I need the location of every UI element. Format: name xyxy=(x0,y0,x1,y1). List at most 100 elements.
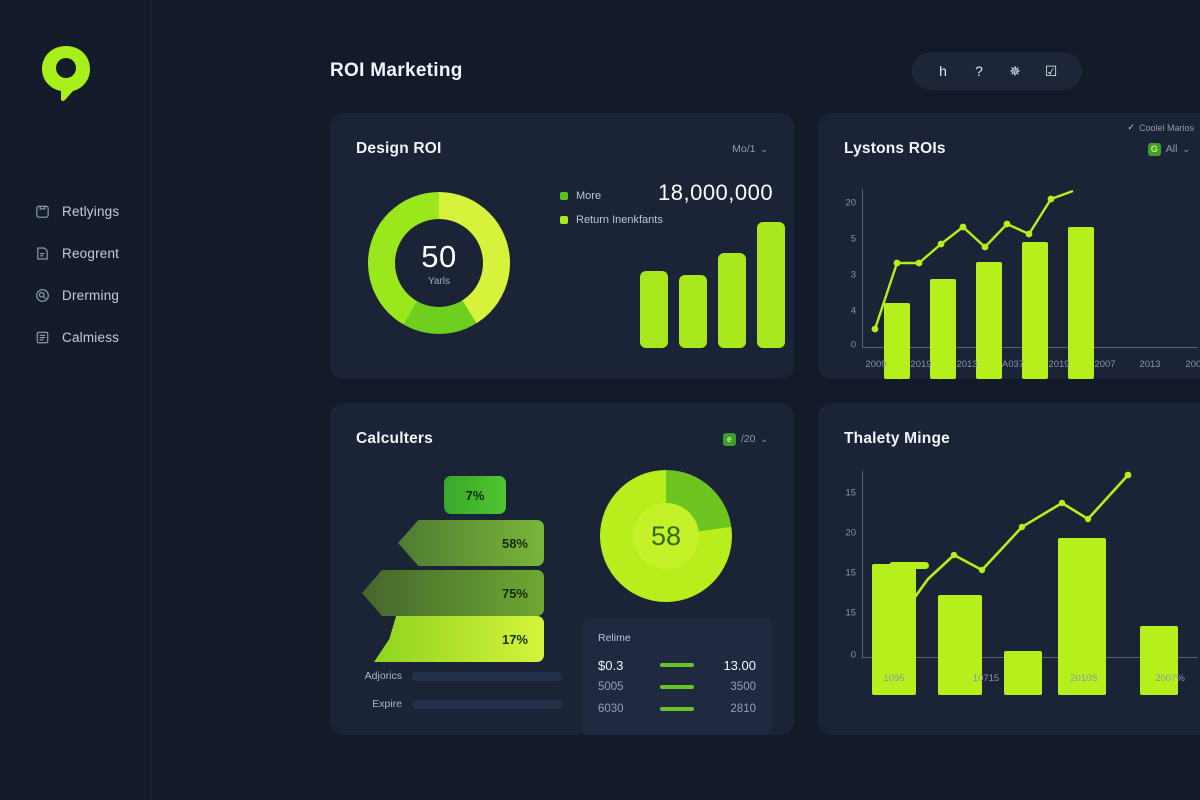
sidebar-nav: Retlyings Reogrent xyxy=(0,198,151,350)
chevron-down-icon: ⌄ xyxy=(1182,143,1190,154)
bar[interactable] xyxy=(1058,537,1106,695)
bar-cap-marker xyxy=(889,562,929,569)
progress-bar[interactable] xyxy=(412,699,562,709)
location-pin-logo xyxy=(40,44,92,102)
stat-left-value: $0.3 xyxy=(598,657,624,673)
funnel-stage[interactable]: 7% xyxy=(444,476,506,514)
table-row[interactable]: 5005 3500 xyxy=(598,676,756,698)
mini-bar[interactable] xyxy=(757,222,785,348)
table-row[interactable]: 6030 2810 xyxy=(598,698,756,720)
stat-right-value: 13.00 xyxy=(723,657,756,673)
y-tick-label: 15 xyxy=(845,487,856,499)
x-tick-label: 2013 xyxy=(956,359,978,370)
funnel-chart: 7% 58% 75% 17% xyxy=(352,476,564,662)
x-axis: 2009 2019 2013 A037 2019 2007 2013 2006 xyxy=(818,353,1200,379)
legend: More Return Inenkfants xyxy=(548,184,794,232)
x-axis: 1095 10715 2010S 2007% xyxy=(818,665,1200,695)
progress-bar[interactable] xyxy=(412,671,562,681)
bar[interactable] xyxy=(872,564,916,695)
bar[interactable] xyxy=(884,303,910,379)
sidebar-item-drerming[interactable]: Drerming xyxy=(34,282,151,308)
thalety-combo-chart[interactable]: 15 20 15 15 0 xyxy=(818,465,1200,695)
table-row[interactable]: $0.3 13.00 xyxy=(598,654,756,676)
search-circle-icon xyxy=(34,287,51,304)
stats-table: Relime $0.3 13.00 5005 3500 xyxy=(582,618,772,735)
inbox-icon[interactable]: ☑ xyxy=(1044,63,1058,79)
page-title: ROI Marketing xyxy=(330,60,463,81)
card-title: Thalety Minge xyxy=(844,430,950,447)
filter-badge-icon: G xyxy=(1147,142,1161,156)
bar[interactable] xyxy=(1068,227,1094,379)
funnel-stage[interactable]: 17% xyxy=(374,616,544,662)
bar[interactable] xyxy=(1140,625,1178,695)
y-tick-label: 4 xyxy=(850,305,856,317)
legend-label: Return Inenkfants xyxy=(576,214,663,226)
funnel-stage[interactable]: 75% xyxy=(362,570,544,616)
dashboard-grid: Design ROI Mo/1 ⌄ 50 Yarls xyxy=(330,113,1200,735)
bar[interactable] xyxy=(1022,241,1048,379)
clipboard-icon xyxy=(34,203,51,220)
sidebar-item-label: Reogrent xyxy=(62,245,120,261)
bar-series xyxy=(862,503,1198,695)
funnel-stage[interactable]: 58% xyxy=(398,520,544,566)
main-content: ROI Marketing h ? ✵ ☑ Design ROI Mo/1 ⌄ xyxy=(152,0,1200,800)
funnel-section: 7% 58% 75% 17% Adjorics xyxy=(352,466,582,735)
x-tick-label: 2009 xyxy=(865,359,887,370)
chevron-down-icon: ⌄ xyxy=(760,433,768,444)
x-tick-label: 2019 xyxy=(910,359,932,370)
mini-bar[interactable] xyxy=(679,275,707,348)
logo-container[interactable] xyxy=(0,44,151,102)
mini-bar[interactable] xyxy=(640,271,668,348)
stat-dash-icon xyxy=(660,663,694,667)
x-tick-label: 2010S xyxy=(1070,673,1098,684)
card-lystons-rois: ✓ Coolel Marios Lystons ROIs G All ⌄ 20 … xyxy=(818,113,1200,379)
sidebar-item-retlyings[interactable]: Retlyings xyxy=(34,198,151,224)
settings-icon[interactable]: ✵ xyxy=(1009,63,1021,79)
bar[interactable] xyxy=(938,595,982,695)
y-tick-label: 15 xyxy=(845,567,856,579)
pie-value: 58 xyxy=(650,520,682,551)
y-axis-line xyxy=(862,189,863,347)
card-header: Thalety Minge xyxy=(818,403,1200,448)
stat-left-value: 5005 xyxy=(598,681,624,693)
x-tick-label: 2006 xyxy=(1185,359,1200,370)
donut-chart[interactable]: 50 Yarls xyxy=(368,192,510,334)
sidebar-item-reogrent[interactable]: Reogrent xyxy=(34,240,151,266)
x-tick-label: 2019 xyxy=(1048,359,1070,370)
mini-bar[interactable] xyxy=(718,252,746,348)
design-roi-period-dropdown[interactable]: Mo/1 ⌄ xyxy=(732,143,768,155)
dropdown-label: All xyxy=(1165,143,1178,155)
dropdown-label: Mo/1 xyxy=(732,143,756,155)
card-design-roi: Design ROI Mo/1 ⌄ 50 Yarls xyxy=(330,113,794,379)
card-header: Design ROI Mo/1 ⌄ xyxy=(330,113,794,158)
lystons-filter-dropdown[interactable]: G All ⌄ xyxy=(1147,142,1190,156)
card-title: Lystons ROIs xyxy=(844,140,946,157)
line-series xyxy=(871,189,1074,333)
y-tick-label: 5 xyxy=(850,233,856,245)
progress-label: Adjorics xyxy=(364,670,402,682)
x-tick-label: 2007% xyxy=(1155,673,1185,684)
card-title: Calculters xyxy=(356,430,433,447)
y-axis: 15 20 15 15 0 xyxy=(828,465,856,661)
gauge-and-stats: 58 Relime $0.3 13.00 5005 xyxy=(582,466,772,735)
home-icon[interactable]: h xyxy=(939,63,947,79)
card-header: Lystons ROIs G All ⌄ xyxy=(818,113,1200,158)
donut-chart-container: 50 Yarls xyxy=(330,168,548,358)
bar[interactable] xyxy=(1004,650,1042,695)
bar[interactable] xyxy=(930,279,956,379)
progress-row: Expire xyxy=(354,690,562,718)
stat-left-value: 6030 xyxy=(598,703,624,715)
bar[interactable] xyxy=(976,262,1002,379)
donut-center-label: 50 Yarls xyxy=(368,192,510,334)
sidebar-item-calmiess[interactable]: Calmiess xyxy=(34,324,151,350)
lystons-combo-chart[interactable]: 20 5 3 4 0 xyxy=(818,189,1200,379)
sidebar-item-label: Retlyings xyxy=(62,203,120,219)
x-tick-label: 1095 xyxy=(883,673,905,684)
pie-gauge-chart[interactable]: 58 xyxy=(600,470,732,602)
filter-badge-icon: e xyxy=(722,432,736,446)
card-note: ✓ Coolel Marios xyxy=(1127,122,1194,133)
legend-color-swatch xyxy=(560,216,568,224)
help-icon[interactable]: ? xyxy=(975,63,983,79)
x-tick-label: 2013 xyxy=(1139,359,1161,370)
calculters-filter-dropdown[interactable]: e /20 ⌄ xyxy=(722,432,768,446)
